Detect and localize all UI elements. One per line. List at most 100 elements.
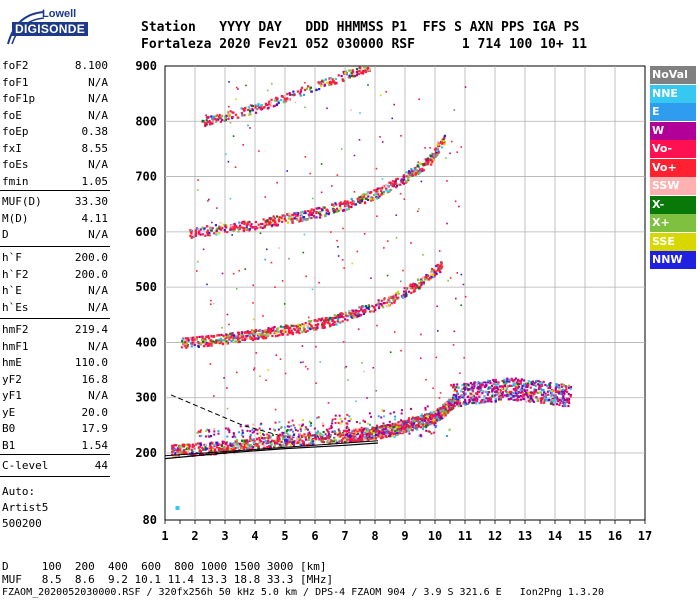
- echo-point: [548, 398, 551, 401]
- echo-point: [223, 340, 226, 344]
- echo-point: [257, 336, 261, 339]
- echo-point: [298, 220, 301, 223]
- x-tick-label: 10: [428, 529, 442, 543]
- echo-point: [209, 363, 212, 365]
- echo-point: [370, 277, 372, 279]
- echo-point: [173, 448, 176, 451]
- echo-point: [206, 447, 209, 450]
- echo-point: [540, 384, 544, 387]
- echo-point: [417, 208, 420, 210]
- echo-point: [246, 330, 249, 333]
- echo-point: [343, 440, 346, 444]
- echo-point: [431, 422, 434, 425]
- echo-point: [402, 425, 405, 428]
- echo-point: [276, 97, 279, 100]
- echo-point: [281, 434, 284, 437]
- echo-point: [348, 312, 351, 314]
- echo-point: [545, 399, 548, 402]
- echo-point: [308, 214, 311, 217]
- echo-point: [274, 286, 276, 288]
- echo-point: [291, 217, 294, 220]
- echo-point: [269, 101, 272, 105]
- echo-point: [352, 436, 355, 439]
- echo-point: [431, 414, 435, 417]
- echo-point: [567, 397, 571, 401]
- echo-point: [238, 336, 241, 340]
- echo-point: [376, 187, 379, 190]
- echo-point: [400, 180, 404, 183]
- echo-point: [499, 394, 502, 398]
- echo-point: [294, 328, 297, 331]
- echo-point: [481, 399, 484, 402]
- echo-point: [184, 343, 187, 346]
- echo-point: [382, 302, 385, 305]
- echo-point: [224, 338, 226, 340]
- echo-point: [517, 379, 520, 382]
- echo-point: [288, 217, 291, 221]
- echo-point: [344, 314, 348, 317]
- echo-point: [497, 390, 500, 393]
- echo-point: [563, 404, 566, 407]
- echo-point: [214, 224, 218, 227]
- echo-point: [171, 450, 174, 453]
- echo-point: [469, 392, 473, 396]
- echo-point: [312, 434, 315, 437]
- echo-point: [309, 172, 312, 175]
- echo-point: [286, 425, 289, 428]
- echo-point: [423, 278, 427, 281]
- echo-point: [300, 214, 303, 217]
- echo-point: [295, 215, 297, 218]
- echo-point: [432, 272, 435, 275]
- echo-point: [452, 402, 456, 405]
- echo-point: [435, 151, 438, 154]
- echo-point: [352, 202, 355, 205]
- echo-point: [366, 422, 369, 425]
- echo-point: [303, 327, 306, 331]
- echo-point: [486, 390, 489, 394]
- echo-point: [484, 384, 488, 387]
- echo-point: [278, 440, 281, 443]
- echo-point: [204, 337, 207, 341]
- echo-point: [250, 226, 253, 229]
- echo-point: [312, 208, 315, 212]
- echo-point: [378, 195, 381, 198]
- echo-point: [321, 436, 324, 439]
- echo-point: [455, 297, 457, 300]
- echo-point: [332, 317, 335, 320]
- echo-point: [356, 429, 359, 433]
- echo-point: [346, 319, 349, 322]
- echo-point: [374, 429, 378, 433]
- echo-point: [466, 395, 469, 399]
- echo-point: [382, 184, 385, 187]
- echo-point: [403, 420, 406, 423]
- echo-point: [327, 434, 330, 437]
- echo-point: [340, 434, 343, 437]
- echo-point: [284, 324, 287, 327]
- param-label: B1: [2, 438, 16, 452]
- echo-point: [420, 333, 422, 336]
- echo-point: [462, 283, 465, 286]
- echo-point: [205, 430, 208, 433]
- echo-point: [238, 221, 241, 224]
- echo-point: [569, 393, 573, 397]
- echo-point: [303, 233, 306, 236]
- echo-point: [362, 419, 365, 422]
- echo-point: [361, 433, 365, 436]
- echo-point: [251, 104, 255, 108]
- param-value: N/A: [88, 228, 108, 241]
- echo-point: [416, 423, 419, 426]
- echo-point: [276, 328, 279, 331]
- echo-point: [557, 392, 561, 395]
- echo-point: [464, 86, 467, 88]
- echo-point: [274, 99, 277, 102]
- echo-point: [358, 310, 361, 313]
- echo-point: [378, 302, 381, 306]
- echo-point: [364, 430, 367, 433]
- echo-point: [278, 219, 281, 222]
- echo-point: [186, 345, 189, 348]
- echo-point: [282, 331, 285, 334]
- echo-point: [348, 76, 351, 79]
- param-label: hmE: [2, 356, 22, 369]
- echo-point: [286, 333, 289, 336]
- echo-point: [345, 365, 348, 368]
